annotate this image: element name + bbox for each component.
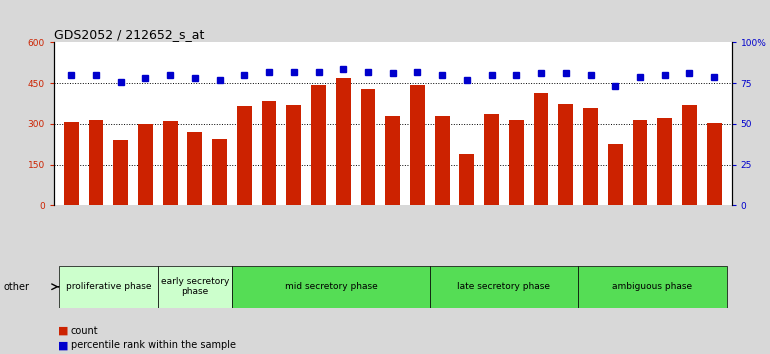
Text: GSM109830: GSM109830 <box>388 266 397 307</box>
Text: GSM109816: GSM109816 <box>116 266 126 307</box>
Text: percentile rank within the sample: percentile rank within the sample <box>71 340 236 350</box>
Text: ■: ■ <box>58 326 69 336</box>
Text: GSM109836: GSM109836 <box>487 266 496 307</box>
Bar <box>534 93 548 205</box>
Bar <box>158 266 232 308</box>
Bar <box>237 106 252 205</box>
Bar <box>64 122 79 205</box>
Bar <box>558 104 573 205</box>
Bar <box>608 144 623 205</box>
Text: GSM109821: GSM109821 <box>190 266 199 307</box>
Text: GSM109819: GSM109819 <box>611 266 620 307</box>
Text: early secretory
phase: early secretory phase <box>161 277 229 296</box>
Text: GSM109840: GSM109840 <box>710 266 718 307</box>
Text: GSM109831: GSM109831 <box>413 266 422 307</box>
Bar <box>435 116 450 205</box>
Text: count: count <box>71 326 99 336</box>
Text: GSM109827: GSM109827 <box>314 266 323 307</box>
Bar <box>682 105 697 205</box>
Text: GSM109832: GSM109832 <box>660 266 669 307</box>
Bar <box>89 120 103 205</box>
Text: ■: ■ <box>58 340 69 350</box>
Bar <box>583 108 598 205</box>
Bar <box>213 139 227 205</box>
Bar <box>59 266 158 308</box>
Text: GSM109837: GSM109837 <box>512 266 521 307</box>
Bar <box>311 85 326 205</box>
Bar <box>113 140 128 205</box>
Text: GSM109838: GSM109838 <box>537 266 546 307</box>
Text: GSM109839: GSM109839 <box>561 266 571 307</box>
Text: GSM109823: GSM109823 <box>635 266 644 307</box>
Bar <box>633 120 648 205</box>
Text: GSM109822: GSM109822 <box>215 266 224 307</box>
Bar <box>187 132 203 205</box>
Bar <box>658 119 672 205</box>
Bar <box>430 266 578 308</box>
Text: GSM109817: GSM109817 <box>141 266 150 307</box>
Text: GSM109828: GSM109828 <box>339 266 348 307</box>
Text: GSM109818: GSM109818 <box>586 266 595 307</box>
Text: ambiguous phase: ambiguous phase <box>612 282 692 291</box>
Text: late secretory phase: late secretory phase <box>457 282 551 291</box>
Text: GSM109825: GSM109825 <box>265 266 273 307</box>
Text: GSM109835: GSM109835 <box>463 266 471 307</box>
Text: GSM109814: GSM109814 <box>67 266 75 307</box>
Bar <box>509 120 524 205</box>
Text: GSM109826: GSM109826 <box>290 266 298 307</box>
Bar <box>578 266 727 308</box>
Text: GSM109824: GSM109824 <box>239 266 249 307</box>
Bar <box>484 114 499 205</box>
Text: GSM109820: GSM109820 <box>166 266 175 307</box>
Bar <box>707 122 721 205</box>
Text: GSM109829: GSM109829 <box>363 266 373 307</box>
Bar <box>138 124 152 205</box>
Bar <box>262 101 276 205</box>
Bar <box>410 85 425 205</box>
Bar <box>360 88 376 205</box>
Text: GDS2052 / 212652_s_at: GDS2052 / 212652_s_at <box>54 28 204 41</box>
Bar <box>162 121 178 205</box>
Text: GSM109834: GSM109834 <box>437 266 447 307</box>
Text: GSM109833: GSM109833 <box>685 266 694 307</box>
Bar <box>232 266 430 308</box>
Bar <box>286 105 301 205</box>
Text: mid secretory phase: mid secretory phase <box>284 282 377 291</box>
Bar <box>336 78 350 205</box>
Text: proliferative phase: proliferative phase <box>65 282 151 291</box>
Bar <box>385 116 400 205</box>
Bar <box>460 154 474 205</box>
Text: GSM109815: GSM109815 <box>92 266 100 307</box>
Text: other: other <box>4 282 30 292</box>
